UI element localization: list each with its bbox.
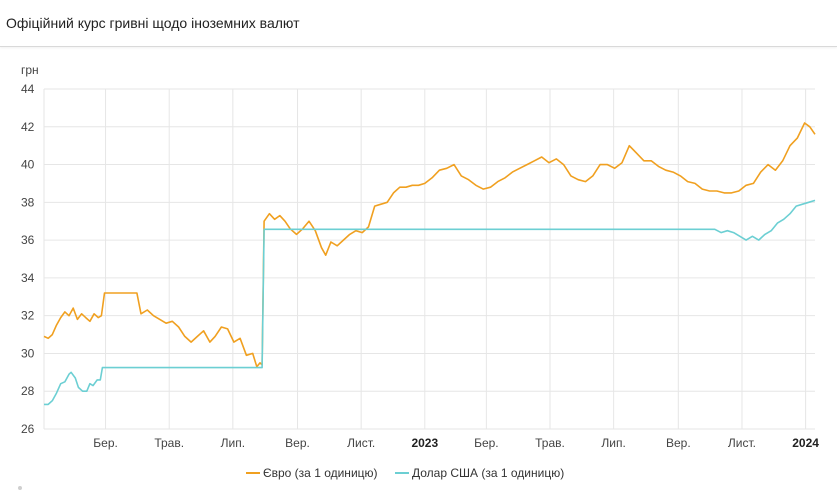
y-tick-label: 44 xyxy=(21,82,35,96)
chart-header: Офіційний курс гривні щодо іноземних вал… xyxy=(0,0,837,47)
x-tick-label: 2023 xyxy=(411,436,438,450)
series-line-1 xyxy=(44,199,816,406)
x-tick-label: Вер. xyxy=(666,436,691,450)
legend-item-series-0[interactable]: Євро (за 1 одиницю) xyxy=(246,466,378,480)
legend: Євро (за 1 одиницю) Долар США (за 1 один… xyxy=(0,466,837,482)
legend-swatch-1 xyxy=(395,471,409,474)
x-tick-label: Бер. xyxy=(474,436,499,450)
y-tick-label: 38 xyxy=(21,195,35,209)
x-tick-label: Лист. xyxy=(347,436,375,450)
y-tick-label: 30 xyxy=(21,346,35,360)
series-lines xyxy=(43,122,816,406)
legend-label-1: Долар США (за 1 одиницю) xyxy=(412,466,565,480)
legend-label-0: Євро (за 1 одиницю) xyxy=(263,466,378,480)
grid xyxy=(43,88,815,430)
x-tick-label: Трав. xyxy=(535,436,565,450)
series-line-0 xyxy=(43,122,816,368)
y-tick-label: 42 xyxy=(21,120,35,134)
y-tick-label: 40 xyxy=(21,158,35,172)
x-tick-label: 2024 xyxy=(792,436,819,450)
scroll-indicator xyxy=(18,486,22,490)
y-axis-unit-label: грн xyxy=(21,63,39,77)
x-tick-label: Лип. xyxy=(221,436,245,450)
y-tick-label: 32 xyxy=(21,309,35,323)
legend-item-series-1[interactable]: Долар США (за 1 одиницю) xyxy=(395,466,564,480)
y-axis: 26 28 30 32 34 36 38 40 42 44 xyxy=(21,82,35,436)
x-tick-label: Лип. xyxy=(601,436,625,450)
legend-swatch-0 xyxy=(246,471,260,474)
x-tick-label: Вер. xyxy=(285,436,310,450)
x-tick-label: Лист. xyxy=(728,436,756,450)
y-tick-label: 28 xyxy=(21,384,35,398)
x-tick-label: Бер. xyxy=(93,436,118,450)
x-tick-label: Трав. xyxy=(154,436,184,450)
y-tick-label: 34 xyxy=(21,271,35,285)
y-tick-label: 36 xyxy=(21,233,35,247)
y-tick-label: 26 xyxy=(21,422,35,436)
page-title: Офіційний курс гривні щодо іноземних вал… xyxy=(6,15,300,31)
x-axis: Бер. Трав. Лип. Вер. Лист. 2023 Бер. Трав. Лип. В… xyxy=(93,436,819,450)
